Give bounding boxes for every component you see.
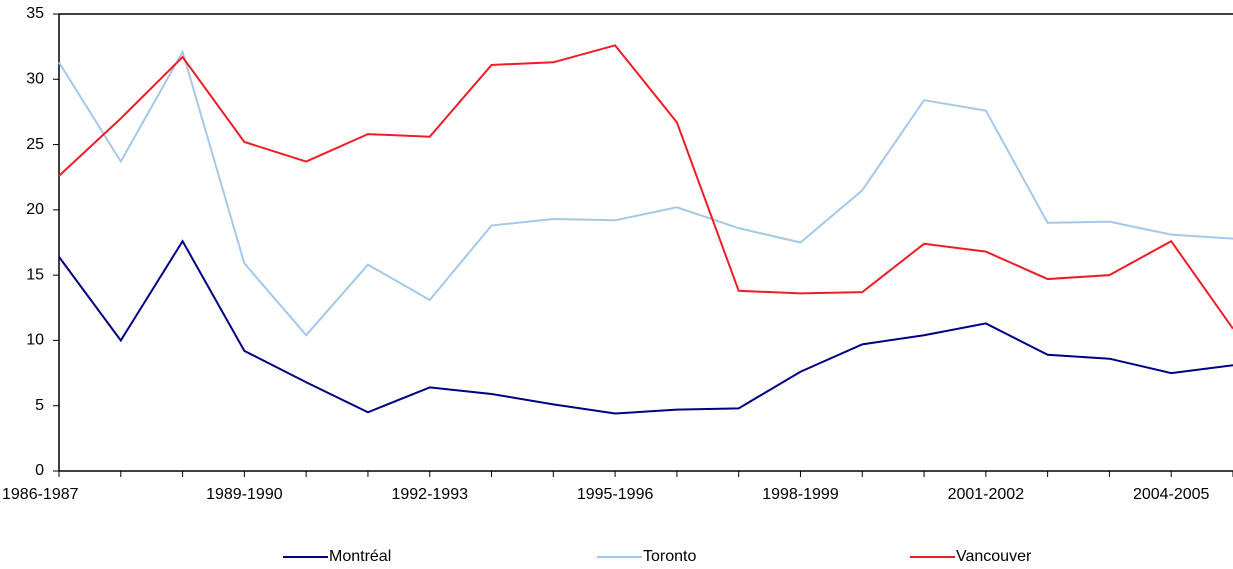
y-tick-label: 30 <box>26 71 44 88</box>
legend-label: Montréal <box>329 548 391 565</box>
legend-label: Vancouver <box>956 548 1032 565</box>
y-tick-label: 15 <box>26 266 44 283</box>
x-tick-label: 2001-2002 <box>948 486 1025 503</box>
series-line <box>58 239 1233 415</box>
x-tick-label: 1995-1996 <box>577 486 654 503</box>
y-tick-label: 20 <box>26 201 44 218</box>
x-tick-label: 1992-1993 <box>391 486 468 503</box>
x-tick-label: 1986-1987 <box>2 486 79 503</box>
y-tick-label: 0 <box>35 462 44 479</box>
series-line <box>58 44 1233 330</box>
series-line <box>58 49 1233 337</box>
x-tick-label: 1989-1990 <box>206 486 283 503</box>
y-tick-label: 5 <box>35 397 44 414</box>
y-tick-label: 35 <box>26 5 44 22</box>
y-tick-label: 25 <box>26 136 44 153</box>
y-tick-label: 10 <box>26 332 44 349</box>
legend-label: Toronto <box>643 548 696 565</box>
x-tick-label: 1998-1999 <box>762 486 839 503</box>
x-tick-label: 2004-2005 <box>1133 486 1210 503</box>
